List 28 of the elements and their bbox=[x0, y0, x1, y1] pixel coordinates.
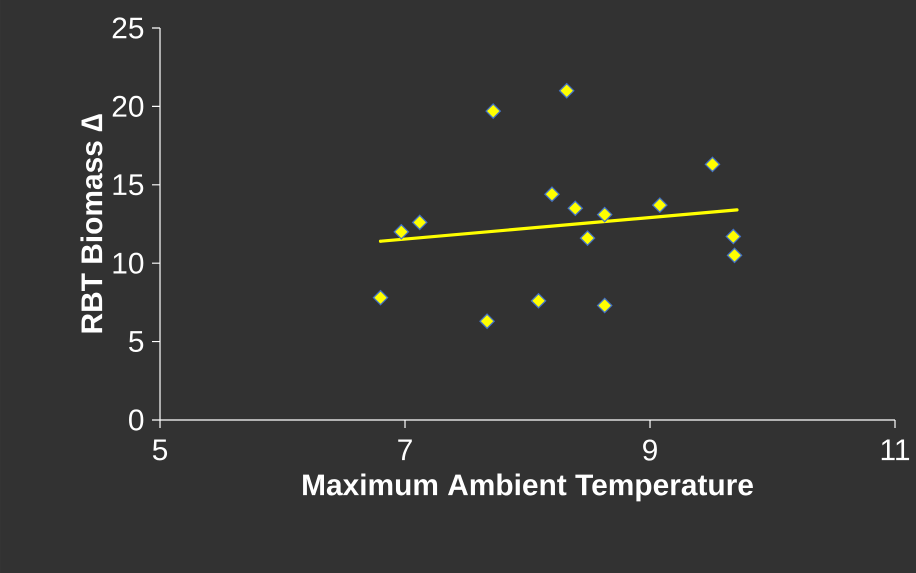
point bbox=[372, 290, 388, 306]
x-tick-label: 11 bbox=[882, 440, 910, 460]
point bbox=[568, 200, 583, 216]
point bbox=[412, 214, 428, 230]
x-tick-label: 7 bbox=[398, 440, 412, 460]
point bbox=[580, 230, 596, 246]
y-tick-label: 0 bbox=[129, 409, 144, 431]
y-tick-label: 25 bbox=[112, 17, 144, 39]
point bbox=[544, 186, 560, 202]
y-tick-label: 5 bbox=[129, 331, 144, 352]
point bbox=[558, 82, 574, 98]
point bbox=[704, 156, 720, 172]
x-tick-label: 5 bbox=[152, 440, 168, 460]
x-axis-title: Maximum Ambient Temperature bbox=[303, 474, 753, 502]
point bbox=[726, 228, 742, 244]
y-tick-label: 10 bbox=[114, 252, 144, 274]
x-tick-label: 9 bbox=[643, 440, 657, 461]
y-axis-title: RBT Biomass ∆ bbox=[80, 114, 102, 332]
point bbox=[479, 313, 495, 329]
point bbox=[596, 298, 612, 314]
point bbox=[726, 248, 742, 264]
y-tick-label: 15 bbox=[114, 174, 144, 196]
point bbox=[485, 103, 501, 119]
y-tick-label: 20 bbox=[112, 96, 144, 117]
point bbox=[652, 197, 668, 213]
point bbox=[394, 224, 410, 240]
point bbox=[530, 293, 546, 309]
point bbox=[596, 206, 612, 222]
